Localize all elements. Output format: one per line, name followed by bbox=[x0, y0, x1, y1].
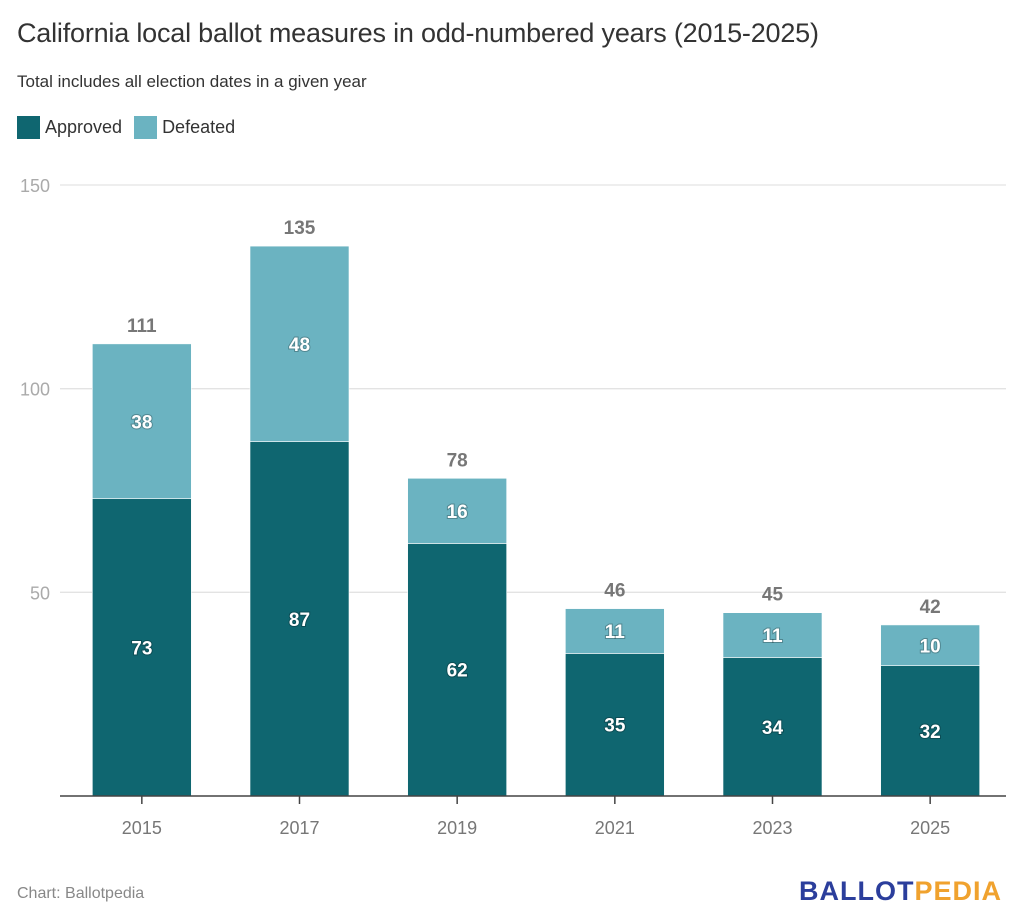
data-label-defeated-2015: 38 bbox=[131, 412, 152, 433]
bar-defeated-2019 bbox=[407, 477, 507, 544]
x-tick-label-2015: 2015 bbox=[122, 818, 162, 838]
bars: 73 38 111 87 48 135 62 16 78 35 11 46 34 11 45 32 10 42 bbox=[92, 218, 980, 797]
gridlines bbox=[60, 184, 1006, 593]
data-label-defeated-2025: 10 bbox=[920, 636, 941, 657]
y-axis-ticks: 50 100 150 bbox=[20, 176, 50, 603]
bar-defeated-2025 bbox=[880, 624, 980, 666]
x-tick-label-2025: 2025 bbox=[910, 818, 950, 838]
data-label-defeated-2017: 48 bbox=[289, 335, 310, 356]
y-tick-label-100: 100 bbox=[20, 380, 50, 400]
data-label-approved-2021: 35 bbox=[604, 716, 626, 737]
x-tick-label-2023: 2023 bbox=[752, 818, 792, 838]
legend-label-approved: Approved bbox=[45, 117, 123, 137]
legend-swatch-approved bbox=[17, 116, 40, 139]
legend-label-defeated: Defeated bbox=[162, 117, 236, 137]
total-label-2015: 111 bbox=[127, 316, 157, 337]
data-label-approved-2015: 73 bbox=[131, 638, 152, 659]
stacked-bar-chart: 50 100 150 73 38 111 87 48 135 62 16 78 35 11 46 34 11 4… bbox=[20, 176, 1006, 838]
bar-approved-2021 bbox=[565, 653, 665, 797]
legend: Approved Defeated bbox=[17, 116, 247, 139]
x-axis: 2015 2017 2019 2021 2023 2025 bbox=[60, 795, 1006, 838]
x-tick-label-2019: 2019 bbox=[437, 818, 477, 838]
y-tick-label-50: 50 bbox=[30, 583, 50, 603]
bar-defeated-2023 bbox=[722, 612, 823, 658]
legend-item-defeated: Defeated bbox=[134, 116, 235, 139]
chart-subtitle: Total includes all election dates in a g… bbox=[17, 72, 367, 91]
ballotpedia-logo[interactable]: BALLOTPEDIA bbox=[799, 876, 1002, 907]
data-label-approved-2025: 32 bbox=[920, 722, 941, 743]
logo-pedia: PEDIA bbox=[914, 876, 1002, 906]
bar-approved-2023 bbox=[722, 657, 823, 797]
data-label-approved-2023: 34 bbox=[762, 718, 784, 739]
total-label-2021: 46 bbox=[604, 581, 625, 602]
chart-title: California local ballot measures in odd-… bbox=[17, 18, 819, 48]
bar-approved-2025 bbox=[880, 665, 980, 797]
x-tick-label-2017: 2017 bbox=[279, 818, 319, 838]
bar-approved-2015 bbox=[92, 498, 192, 797]
data-label-defeated-2021: 11 bbox=[605, 622, 626, 643]
data-label-approved-2017: 87 bbox=[289, 610, 310, 631]
data-label-approved-2019: 62 bbox=[447, 661, 468, 682]
total-label-2019: 78 bbox=[447, 450, 468, 471]
bar-defeated-2021 bbox=[565, 608, 665, 654]
bar-defeated-2017 bbox=[249, 245, 350, 442]
total-label-2017: 135 bbox=[284, 218, 316, 239]
total-label-2023: 45 bbox=[762, 585, 784, 606]
logo-ballot: BALLOT bbox=[798, 876, 915, 906]
y-tick-label-150: 150 bbox=[20, 176, 50, 196]
total-label-2025: 42 bbox=[920, 597, 941, 618]
bar-defeated-2015 bbox=[92, 343, 192, 499]
x-tick-label-2021: 2021 bbox=[595, 818, 635, 838]
data-label-defeated-2019: 16 bbox=[447, 502, 468, 523]
chart-source: Chart: Ballotpedia bbox=[17, 885, 145, 902]
data-label-defeated-2023: 11 bbox=[762, 626, 783, 647]
bar-approved-2017 bbox=[249, 441, 350, 797]
bar-approved-2019 bbox=[407, 543, 507, 797]
legend-swatch-defeated bbox=[134, 116, 158, 139]
legend-item-approved: Approved bbox=[17, 116, 122, 139]
